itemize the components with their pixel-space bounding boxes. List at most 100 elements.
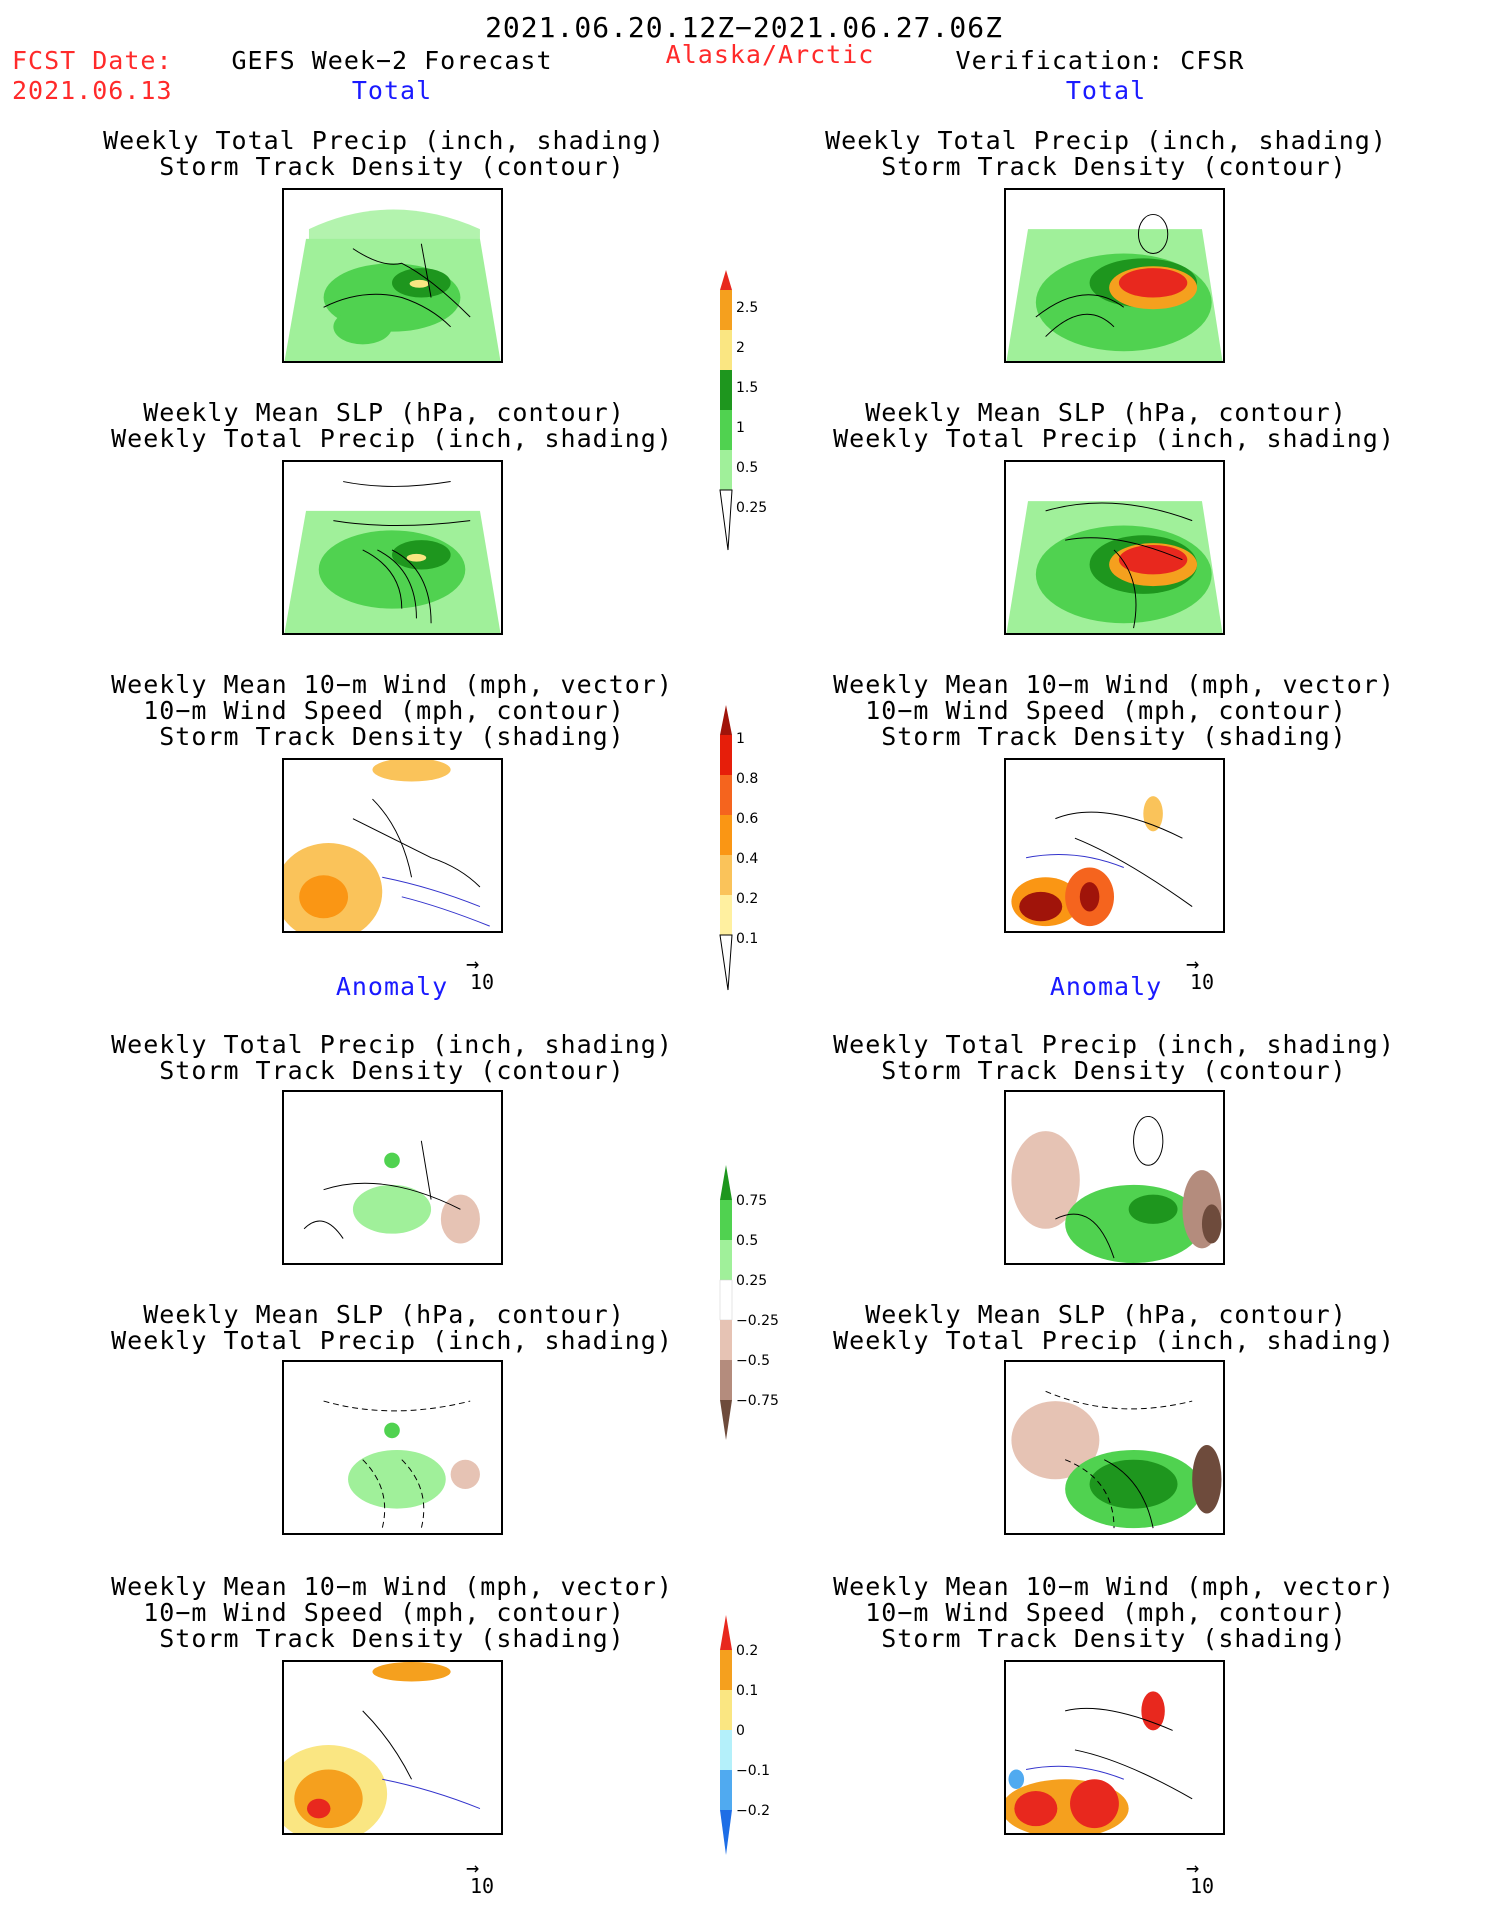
map-panel-verif-slp-precip [1004,460,1225,635]
panel-label-line3: Storm Track Density (shading) [159,1624,625,1653]
colorbar-swatch [720,1360,732,1400]
map-panel-fcst-total-precip [282,188,503,363]
colorbar-swatch [720,1165,732,1200]
colorbar-swatch [720,855,732,895]
colorbar-swatch [720,1400,732,1440]
colorbar-swatch [720,450,732,490]
colorbar-tick: 0.5 [736,1233,758,1249]
colorbar-swatch [720,1650,732,1690]
panel-label-line2: 10−m Wind Speed (mph, contour) [143,696,625,725]
map-panel-verif-anom-wind [1004,1660,1225,1835]
colorbar-tick: −0.5 [736,1353,770,1369]
panel-label-line2: Weekly Total Precip (inch, shading) [111,424,673,453]
vector-ref-arrow-icon: → [466,1856,480,1881]
panel-label-line1: Weekly Total Precip (inch, shading) [111,1030,673,1059]
verification-title: Verification: CFSR [955,46,1245,75]
colorbar-tick: 0.1 [736,931,758,947]
colorbar-tick: 0.25 [736,1273,767,1289]
vector-ref-label: 10 [469,1874,495,1898]
colorbar-tick: 0.1 [736,1683,758,1699]
colorbar-swatch [720,290,732,330]
panel-label-line2: 10−m Wind Speed (mph, contour) [865,696,1347,725]
map-panel-verif-wind-storm [1004,758,1225,933]
map-panel-verif-total-precip [1004,188,1225,363]
colorbar-tick: 1 [736,420,745,436]
section-anomaly-right: Anomaly [1049,972,1163,1001]
colorbar-tick: 0.75 [736,1193,767,1209]
panel-label-line1: Weekly Total Precip (inch, shading) [833,1030,1395,1059]
map-panel-fcst-wind-storm [282,758,503,933]
colorbar-swatch [720,1200,732,1240]
panel-label-line1: Weekly Mean 10−m Wind (mph, vector) [833,670,1395,699]
panel-label-line3: Storm Track Density (shading) [881,722,1347,751]
colorbar-tick: 0.4 [736,851,758,867]
panel-label-line2: 10−m Wind Speed (mph, contour) [143,1598,625,1627]
panel-label-line1: Weekly Mean SLP (hPa, contour) [143,398,625,427]
colorbar-swatch [719,1279,733,1321]
vector-ref-arrow-icon: → [1186,1856,1200,1881]
colorbar-tick: −0.75 [736,1393,779,1409]
vector-ref-label: 10 [1189,970,1215,994]
colorbar-swatch [720,370,732,410]
colorbar-swatch [720,775,732,815]
map-panel-anom-precip-storm [282,1090,503,1265]
panel-label-line2: Storm Track Density (contour) [881,1056,1347,1085]
map-panel-anom-wind-storm [282,1660,503,1835]
colorbar-tick: 0.2 [736,1643,758,1659]
map-panel-fcst-slp-precip [282,460,503,635]
fcst-date-label: FCST Date: [12,46,173,75]
section-total-right: Total [1065,76,1147,105]
panel-label-line2: Storm Track Density (contour) [159,152,625,181]
page-title: 2021.06.20.12Z−2021.06.27.06Z [485,11,1003,44]
colorbar-swatch [720,1240,732,1280]
panel-label-line1: Weekly Total Precip (inch, shading) [825,126,1387,155]
vector-ref-arrow-icon: → [466,952,480,977]
map-panel-verif-anom-slp [1004,1360,1225,1535]
panel-label-line1: Weekly Mean 10−m Wind (mph, vector) [111,1572,673,1601]
panel-label-line2: 10−m Wind Speed (mph, contour) [865,1598,1347,1627]
colorbar-swatch [720,705,732,735]
colorbar-tick: −0.1 [736,1763,770,1779]
panel-label-line1: Weekly Mean SLP (hPa, contour) [143,1300,625,1329]
colorbar-swatch [720,895,732,935]
colorbar-swatch [720,410,732,450]
panel-label-line1: Weekly Mean 10−m Wind (mph, vector) [833,1572,1395,1601]
map-panel-anom-slp-precip [282,1360,503,1535]
colorbar-swatch [720,270,732,290]
panel-label-line2: Storm Track Density (contour) [881,152,1347,181]
fcst-date-value: 2021.06.13 [12,76,173,105]
vector-ref-label: 10 [1189,1874,1215,1898]
vector-ref-label: 10 [469,970,495,994]
colorbar-swatch [720,735,732,775]
panel-label-line3: Storm Track Density (shading) [881,1624,1347,1653]
panel-label-line1: Weekly Mean 10−m Wind (mph, vector) [111,670,673,699]
colorbar-swatch [720,1615,732,1650]
colorbar-swatch [720,330,732,370]
colorbar-precip-anomaly: 0.75 0.5 0.25 −0.25 −0.5 −0.75 [719,1165,800,1459]
panel-label-line2: Weekly Total Precip (inch, shading) [833,424,1395,453]
panel-label-line3: Storm Track Density (shading) [159,722,625,751]
colorbar-tick: 1 [736,731,745,747]
colorbar-swatch [720,815,732,855]
colorbar-storm-anomaly: 0.2 0.1 0 −0.1 −0.2 [720,1615,800,1879]
colorbar-tick: 0.2 [736,891,758,907]
panel-label-line1: Weekly Mean SLP (hPa, contour) [865,398,1347,427]
colorbar-swatch [720,1730,732,1770]
panel-label-line2: Weekly Total Precip (inch, shading) [833,1326,1395,1355]
colorbar-tick: 0.5 [736,460,758,476]
region-title: Alaska/Arctic [665,40,875,69]
colorbar-tick: −0.25 [736,1313,779,1329]
section-total-left: Total [351,76,433,105]
colorbar-tick: −0.2 [736,1803,770,1819]
colorbar-tick: 0 [736,1723,745,1739]
model-title: GEFS Week−2 Forecast [231,46,553,75]
panel-label-line2: Weekly Total Precip (inch, shading) [111,1326,673,1355]
vector-ref-arrow-icon: → [1186,952,1200,977]
colorbar-tick: 1.5 [736,380,758,396]
colorbar-tick: 0.25 [736,500,767,516]
map-panel-verif-anom-precip [1004,1090,1225,1265]
colorbar-swatch [720,1810,732,1855]
colorbar-swatch [720,1320,732,1360]
colorbar-tick: 2.5 [736,300,758,316]
panel-label-line1: Weekly Total Precip (inch, shading) [103,126,665,155]
